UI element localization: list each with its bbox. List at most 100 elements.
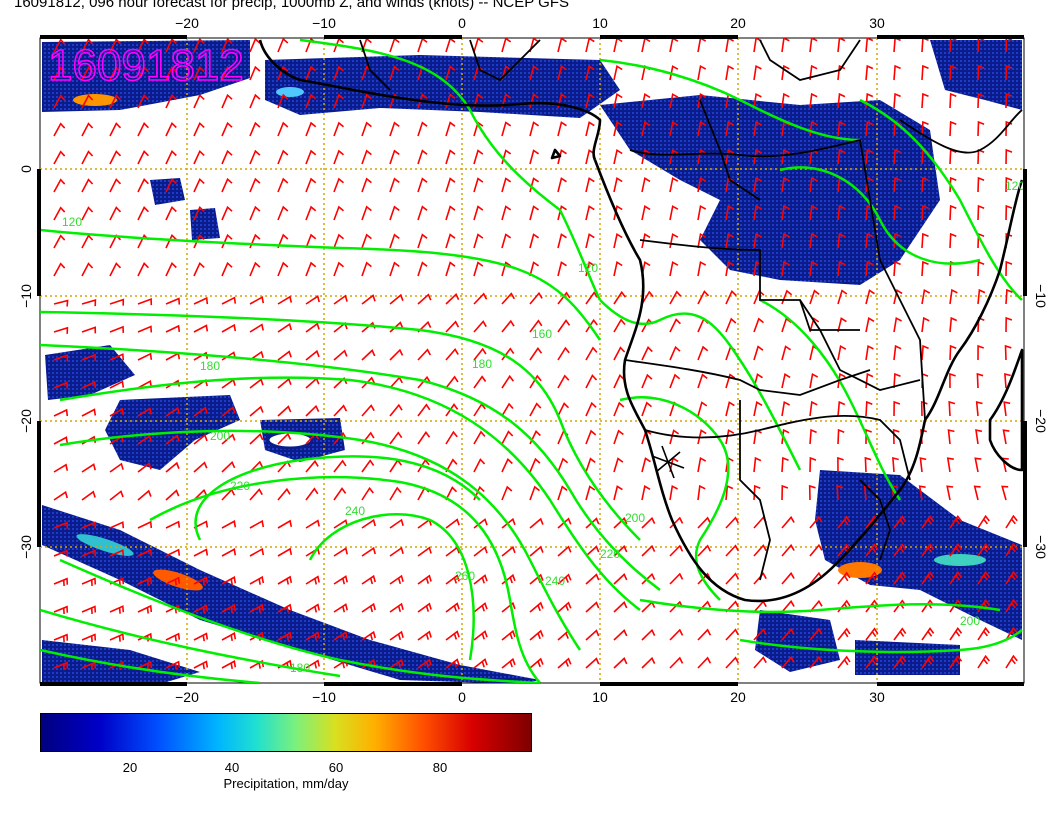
wind-barb <box>613 629 628 641</box>
wind-barb <box>165 149 177 165</box>
wind-barb <box>809 260 818 277</box>
wind-barb <box>781 176 790 193</box>
wind-barb <box>53 436 69 445</box>
wind-barb <box>333 205 345 221</box>
wind-barb <box>781 655 795 669</box>
wind-barb <box>501 177 512 193</box>
wind-barb <box>893 64 901 81</box>
wind-barb <box>947 429 955 445</box>
frame-tick-bar <box>1023 421 1027 547</box>
wind-barb <box>53 408 69 417</box>
wind-barb <box>949 571 963 585</box>
wind-barb <box>417 121 428 137</box>
wind-barb <box>613 261 623 277</box>
wind-barb <box>165 461 180 473</box>
wind-barb <box>921 627 935 641</box>
wind-barb <box>333 121 345 137</box>
wind-barb <box>221 65 233 81</box>
wind-barb <box>109 521 125 529</box>
frame-tick-bar <box>40 682 187 686</box>
wind-barb <box>809 232 818 249</box>
wind-barb <box>977 260 985 277</box>
wind-barb <box>109 94 122 109</box>
gulf-of-guinea-island <box>550 148 562 160</box>
wind-barb <box>781 260 790 277</box>
border <box>799 299 921 391</box>
wind-barb <box>333 575 348 585</box>
wind-barb <box>809 92 818 109</box>
wind-barb <box>417 149 428 165</box>
wind-barb <box>1004 372 1011 389</box>
wind-barb <box>585 38 595 53</box>
wind-barb <box>277 432 292 445</box>
wind-barb <box>641 290 654 305</box>
lat-tick-label: 0 <box>18 165 34 173</box>
wind-barb <box>557 177 567 193</box>
wind-barb <box>893 204 901 221</box>
wind-barb <box>389 630 404 641</box>
wind-barb <box>53 463 69 473</box>
wind-barb <box>249 121 261 137</box>
wind-barb <box>137 576 153 586</box>
wind-barb <box>361 574 376 585</box>
wind-barb <box>893 400 901 417</box>
wind-barb <box>557 233 567 249</box>
wind-barb <box>389 546 404 557</box>
wind-barb <box>781 148 790 165</box>
wind-barb <box>781 38 790 53</box>
wind-barb <box>445 375 459 389</box>
wind-barb <box>277 177 289 193</box>
contour-line <box>599 58 861 142</box>
wind-barb <box>417 658 432 669</box>
contour-line <box>149 476 541 683</box>
wind-barb <box>445 320 460 333</box>
wind-barb <box>165 261 177 277</box>
wind-barb <box>249 177 261 193</box>
wind-barb <box>305 205 317 221</box>
wind-barb <box>249 149 261 165</box>
wind-barb <box>557 38 567 53</box>
wind-barb <box>109 490 124 501</box>
precip-area <box>42 40 250 112</box>
wind-barb <box>333 459 347 473</box>
colorbar-title: Precipitation, mm/day <box>223 776 349 791</box>
wind-barb <box>81 122 94 137</box>
wind-barb <box>669 429 680 445</box>
wind-barb <box>221 177 233 193</box>
wind-barb <box>809 515 823 529</box>
contour-label: 120 <box>578 261 598 275</box>
wind-barb <box>165 489 180 501</box>
wind-barb <box>277 487 291 501</box>
wind-barb <box>949 64 957 81</box>
wind-barb <box>585 205 595 221</box>
wind-barb <box>753 64 762 81</box>
wind-barb <box>417 546 432 557</box>
wind-barb <box>893 344 902 361</box>
wind-barb <box>137 434 152 445</box>
wind-barb <box>109 633 125 642</box>
wind-barb <box>109 407 125 417</box>
wind-barb <box>81 94 94 109</box>
frame-tick-bar <box>877 682 1024 686</box>
wind-barb <box>221 520 237 529</box>
wind-barb <box>305 575 320 585</box>
wind-barb <box>837 627 851 641</box>
timestamp-overlay: 16091812 <box>48 41 244 90</box>
wind-barb <box>417 630 432 641</box>
wind-barb <box>725 656 740 669</box>
wind-barb <box>753 92 762 109</box>
lat-tick-label: −30 <box>18 535 34 559</box>
wind-barb <box>921 571 935 585</box>
wind-barb <box>193 433 208 445</box>
wind-barb <box>697 176 707 193</box>
west-africa-coast <box>258 39 602 161</box>
lon-tick-label: 20 <box>730 689 746 705</box>
wind-barb <box>529 457 541 473</box>
wind-barb <box>109 325 125 333</box>
frame-tick-bar <box>37 421 41 547</box>
wind-barb <box>53 206 66 221</box>
wind-barb <box>781 64 790 81</box>
wind-barb <box>389 518 404 529</box>
wind-barb <box>837 92 846 109</box>
wind-barb <box>893 289 903 305</box>
